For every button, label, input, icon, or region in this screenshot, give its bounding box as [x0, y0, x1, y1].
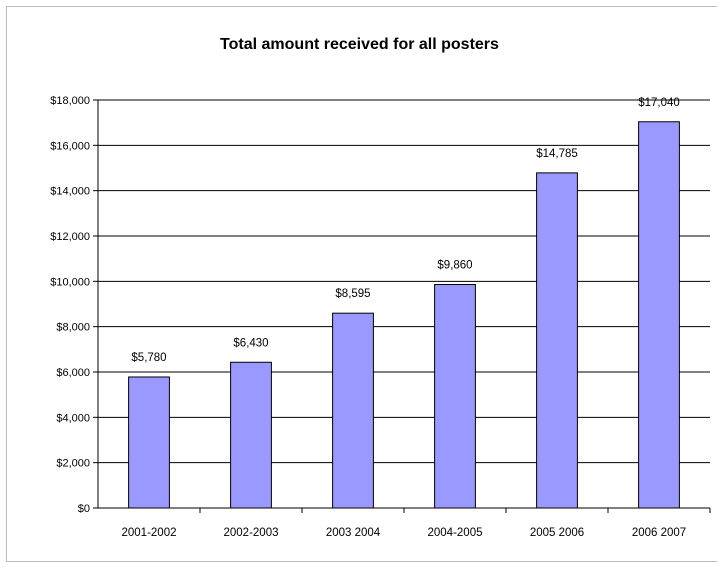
x-category-label: 2005 2006 — [530, 527, 584, 539]
x-category-label: 2003 2004 — [326, 527, 381, 539]
bar — [128, 376, 170, 509]
y-tick-label: $8,000 — [56, 322, 90, 334]
y-tick-label: $0 — [78, 503, 90, 515]
gridlines — [98, 99, 710, 464]
axes — [93, 99, 711, 513]
bar-data-label: $17,040 — [638, 97, 680, 109]
y-tick-label: $16,000 — [50, 140, 90, 152]
bar — [638, 121, 680, 509]
x-category-label: 2006 2007 — [632, 527, 686, 539]
bar-data-label: $14,785 — [536, 148, 578, 160]
y-tick-label: $14,000 — [50, 186, 90, 198]
bar — [434, 284, 476, 509]
labels: $0 $2,000 $4,000 $6,000 $8,000 $10,000 $12,000… — [50, 95, 686, 539]
bar-data-label: $6,430 — [233, 337, 268, 349]
x-category-label: 2004-2005 — [428, 527, 483, 539]
bar-data-label: $9,860 — [437, 260, 472, 272]
x-category-label: 2002-2003 — [224, 527, 279, 539]
y-tick-label: $6,000 — [56, 367, 90, 379]
y-tick-label: $12,000 — [50, 231, 90, 243]
chart-title: Total amount received for all posters — [220, 36, 499, 53]
bar — [536, 172, 578, 509]
bar-data-label: $8,595 — [335, 288, 370, 300]
bar — [230, 361, 272, 509]
y-tick-label: $18,000 — [50, 95, 90, 107]
y-tick-label: $10,000 — [50, 276, 90, 288]
y-tick-label: $4,000 — [56, 412, 90, 424]
bar — [332, 312, 374, 509]
y-tick-label: $2,000 — [56, 458, 90, 470]
bars — [128, 121, 680, 509]
x-category-label: 2001-2002 — [122, 527, 177, 539]
bar-data-label: $5,780 — [131, 352, 166, 364]
